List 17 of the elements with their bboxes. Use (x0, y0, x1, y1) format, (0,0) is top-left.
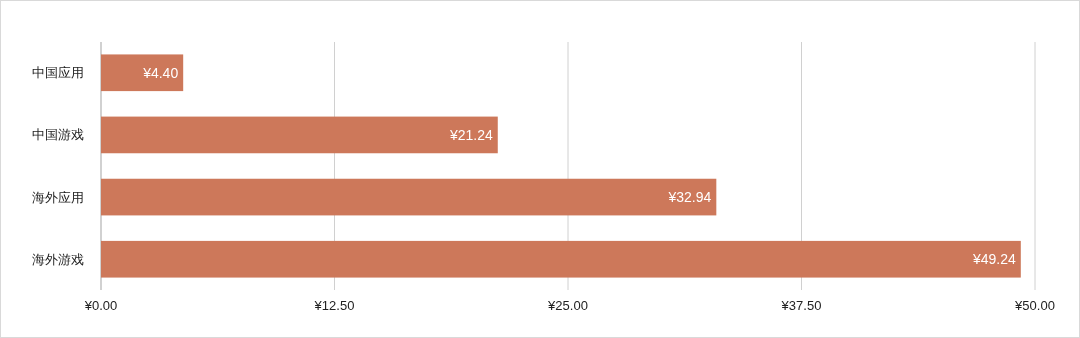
y-tick-label: 海外游戏 (32, 251, 84, 267)
x-tick-label: ¥12.50 (313, 298, 355, 313)
x-tick-label: ¥50.00 (1014, 298, 1055, 313)
data-label: ¥21.24 (448, 126, 493, 143)
data-label: ¥4.40 (142, 64, 179, 81)
x-tick-label: ¥37.50 (780, 298, 822, 313)
x-tick-label: ¥25.00 (547, 298, 588, 313)
data-label: ¥49.24 (971, 251, 1017, 268)
data-label: ¥32.94 (667, 188, 712, 205)
bar (101, 178, 717, 216)
bar (101, 116, 498, 154)
bar (101, 240, 1021, 278)
y-tick-label: 中国应用 (32, 65, 84, 81)
y-tick-label: 海外应用 (32, 189, 84, 205)
bar (101, 54, 184, 92)
x-tick-label: ¥0.00 (83, 298, 118, 313)
y-tick-label: 中国游戏 (32, 127, 84, 143)
